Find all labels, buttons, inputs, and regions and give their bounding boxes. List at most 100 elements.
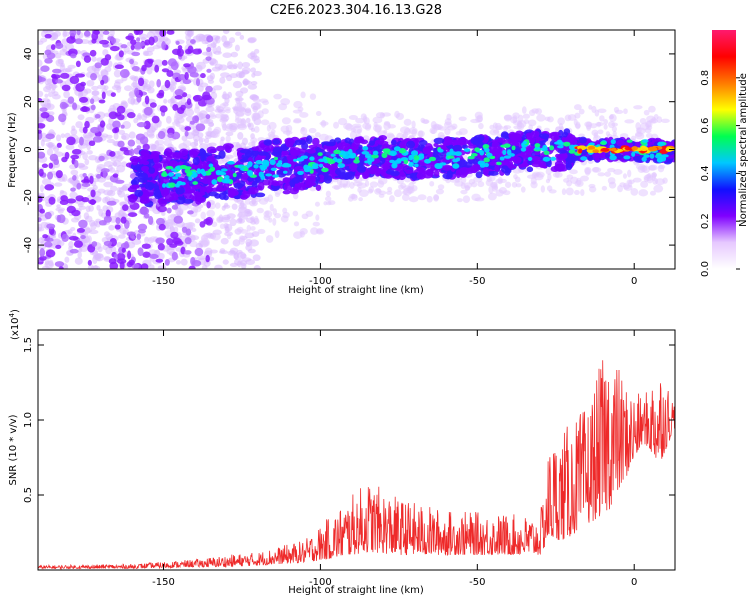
- spectrogram-haze-mark: [478, 122, 484, 130]
- colorbar: 0.0 0.2 0.4 0.6 0.8 Normalized spectral ampl…: [700, 30, 749, 277]
- spectrogram-haze-mark: [490, 181, 498, 188]
- spectrogram-ridge-mark: [354, 170, 360, 180]
- spectrogram-noise-mark: [187, 210, 194, 215]
- spectrogram-noise-mark: [144, 95, 150, 105]
- spectrogram-ridge-mark: [531, 161, 543, 168]
- spectrogram-x-axis-label: Height of straight line (km): [288, 285, 424, 296]
- spectrogram-noise-mark: [187, 45, 194, 54]
- spectrogram-haze-mark: [382, 112, 392, 117]
- spectrogram-ridge-mark: [473, 163, 481, 172]
- spectrogram-haze-mark: [41, 178, 52, 186]
- spectrogram-noise-mark: [143, 106, 153, 116]
- spectrogram-haze-mark: [356, 128, 362, 135]
- spectrogram-haze-mark: [588, 183, 596, 189]
- spectrogram-ridge-mark: [271, 181, 280, 187]
- spectrogram-haze-mark: [323, 201, 328, 206]
- spectrogram-y-axis-label: Frequency (Hz): [7, 112, 18, 188]
- spectrogram-haze-mark: [433, 194, 439, 201]
- spectrogram-ridge-mark: [315, 184, 322, 191]
- spectrogram-noise-mark: [144, 39, 151, 46]
- spectrogram-ridge-mark: [349, 164, 358, 171]
- spectrogram-haze-mark: [69, 191, 78, 199]
- spectrogram-ridge-mark: [325, 141, 336, 147]
- snr-scale-suffix: ): [10, 309, 21, 313]
- spectrogram-core-mark: [600, 141, 607, 145]
- spectrogram-noise-mark: [114, 224, 121, 230]
- spectrogram-haze-mark: [240, 200, 245, 208]
- spectrogram-haze-mark: [239, 206, 248, 213]
- spectrogram-haze-mark: [213, 126, 222, 135]
- spectrogram-haze-mark: [54, 182, 63, 187]
- spectrogram-haze-mark: [401, 193, 410, 202]
- spectrogram-haze-mark: [417, 130, 425, 138]
- spectrogram-noise-mark: [155, 217, 165, 226]
- spectrogram-noise-mark: [103, 240, 113, 247]
- spectrogram-noise-mark: [139, 207, 150, 215]
- spectrogram-ridge-mark: [354, 138, 366, 144]
- spectrogram-haze-mark: [250, 226, 256, 231]
- spectrogram-ridge-mark: [257, 151, 269, 156]
- spectrogram-core-mark: [396, 158, 402, 163]
- spectrogram-haze-mark: [611, 126, 618, 132]
- spectrogram-noise-mark: [143, 120, 151, 130]
- spectrogram-haze-mark: [281, 117, 291, 125]
- spectrogram-core-mark: [610, 139, 616, 145]
- spectrogram-haze-mark: [244, 107, 252, 114]
- spectrogram-haze-mark: [62, 31, 70, 37]
- spectrogram-haze-mark: [212, 85, 223, 91]
- spectrogram-noise-mark: [148, 215, 154, 225]
- spectrogram-ridge-mark: [423, 147, 431, 154]
- spectrogram-haze-mark: [46, 148, 54, 156]
- spectrogram-haze-mark: [86, 150, 93, 155]
- spectrogram-ridge-mark: [201, 177, 211, 185]
- spectrogram-noise-mark: [141, 64, 147, 72]
- spectrogram-noise-mark: [103, 215, 112, 223]
- spectrogram-ridge-mark: [233, 182, 244, 189]
- spectrogram-haze-mark: [386, 132, 395, 139]
- spectrogram-haze-mark: [38, 59, 43, 67]
- spectrogram-noise-mark: [44, 33, 52, 39]
- spectrogram-noise-mark: [92, 30, 101, 35]
- spectrogram-haze-mark: [250, 67, 257, 73]
- spectrogram-noise-mark: [155, 258, 164, 263]
- spectrogram-core-mark: [522, 141, 527, 145]
- spectrogram-ridge-mark: [526, 166, 534, 173]
- spectrogram-haze-mark: [246, 224, 252, 232]
- colorbar-tick-label: 0.6: [700, 118, 711, 134]
- spectrogram-noise-mark: [174, 240, 184, 246]
- spectrogram-haze-mark: [40, 37, 48, 43]
- spectrogram-noise-mark: [205, 216, 213, 226]
- spectrogram-noise-mark: [44, 184, 55, 191]
- spectrogram-noise-mark: [71, 148, 82, 155]
- spectrogram-haze-mark: [257, 228, 266, 235]
- spectrogram-noise-mark: [177, 74, 187, 81]
- spectrogram-noise-mark: [157, 130, 166, 140]
- spectrogram-ridge-mark: [369, 167, 376, 175]
- spectrogram-haze-mark: [369, 181, 379, 188]
- spectrogram-hot-mark: [647, 146, 658, 152]
- spectrogram-haze-mark: [146, 46, 155, 53]
- spectrogram-core-mark: [642, 139, 649, 143]
- spectrogram-noise-mark: [137, 77, 145, 87]
- spectrogram-noise-mark: [92, 135, 103, 143]
- colorbar-ramp: [712, 30, 736, 269]
- spectrogram-haze-mark: [503, 125, 512, 130]
- spectrogram-noise-mark: [124, 241, 129, 249]
- spectrogram-ridge-mark: [305, 135, 313, 145]
- spectrogram-haze-mark: [96, 204, 101, 211]
- spectrogram-haze-mark: [554, 170, 560, 178]
- spectrogram-haze-mark: [225, 135, 231, 143]
- spectrogram-core-mark: [175, 173, 182, 177]
- spectrogram-ridge-mark: [158, 198, 168, 207]
- spectrogram-haze-mark: [74, 257, 83, 265]
- spectrogram-haze-mark: [569, 169, 578, 175]
- spectrogram-ridge-mark: [416, 166, 425, 172]
- spectrogram-noise-mark: [109, 45, 120, 52]
- spectrogram-haze-mark: [200, 211, 206, 220]
- spectrogram-haze-mark: [378, 177, 388, 185]
- spectrogram-noise-mark: [95, 173, 102, 179]
- spectrogram-haze-mark: [315, 110, 322, 117]
- spectrogram-haze-mark: [70, 169, 79, 176]
- spectrogram-haze-mark: [130, 76, 139, 82]
- spectrogram-noise-mark: [173, 215, 184, 224]
